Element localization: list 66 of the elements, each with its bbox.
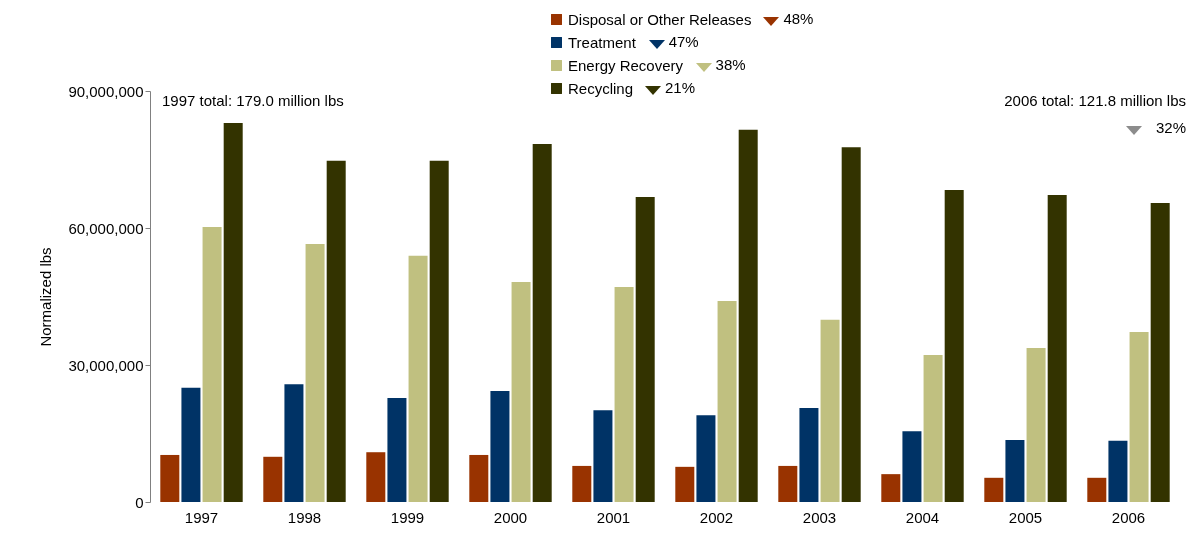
annotation: 21% [665,79,696,96]
bar [841,147,861,502]
x-tick-label: 2005 [1008,508,1043,526]
bar [202,227,222,502]
bar [160,454,180,502]
bar [366,452,386,502]
x-tick-label: 2003 [802,508,837,526]
bar [1150,202,1170,502]
bar [511,281,531,502]
legend-label: Energy Recovery [568,56,684,74]
legend-label: Recycling [568,79,634,97]
bar [1026,348,1046,502]
bar [1108,440,1128,502]
bar [635,196,655,502]
bar [1087,477,1107,502]
bar [490,391,510,502]
bar [614,286,634,502]
bar [469,454,489,502]
bar [778,465,798,502]
y-tick-label: 60,000,000 [68,219,144,237]
bar [532,143,552,502]
x-tick-label: 2000 [493,508,528,526]
x-tick-label: 2002 [699,508,734,526]
bar [675,466,695,502]
bar [326,160,346,502]
bar [944,190,964,502]
bar [284,384,304,502]
bar [738,129,758,502]
bar [593,410,613,502]
bar [820,319,840,502]
bar [305,243,325,502]
bar [1005,439,1025,502]
text: 48% [783,10,814,27]
x-tick-label: 1999 [390,508,425,526]
bar [429,160,449,502]
text: 47% [668,33,699,50]
annotation: 32% [1155,119,1186,136]
bar [799,407,819,502]
y-tick-label: 90,000,000 [68,82,144,100]
x-tick-label: 1998 [287,508,322,526]
bar [181,387,201,502]
x-tick-label: 2006 [1111,508,1146,526]
bar [1129,332,1149,502]
bar [572,465,592,502]
bar [387,397,407,502]
bar [1047,195,1067,502]
bar [263,456,283,502]
annotation: 1997 total: 179.0 million lbs [162,92,344,109]
text: 38% [715,56,746,73]
y-tick-label: 0 [135,493,144,511]
bar [923,354,943,502]
bar [902,431,922,502]
bar [717,301,737,502]
bar [881,474,901,502]
y-tick-label: 30,000,000 [68,356,144,374]
x-tick-label: 2004 [905,508,940,526]
bar [984,477,1004,502]
legend-label: Disposal or Other Releases [568,10,752,28]
x-tick-label: 2001 [596,508,631,526]
y-axis-title: Normalized lbs [37,247,55,347]
bar [223,122,243,502]
x-tick-label: 1997 [184,508,219,526]
bar [408,255,428,502]
legend-label: Treatment [568,33,637,51]
bar [696,415,716,502]
annotation: 2006 total: 121.8 million lbs [1004,92,1186,109]
